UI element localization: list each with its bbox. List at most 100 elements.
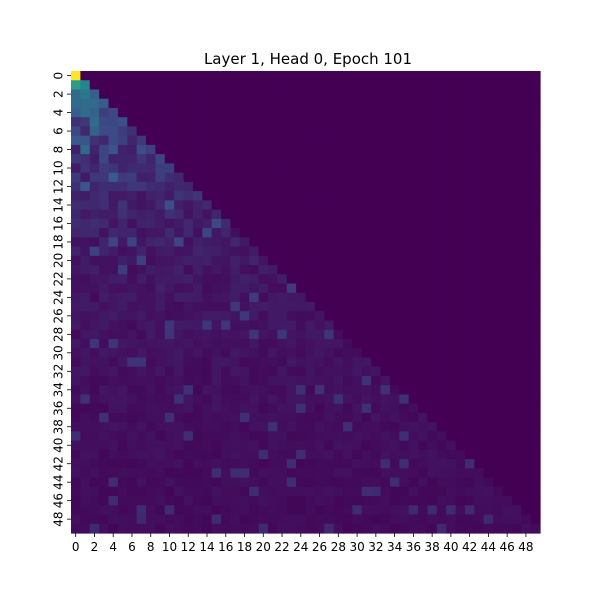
heatmap-cell bbox=[202, 302, 213, 312]
heatmap-cell bbox=[164, 394, 175, 405]
heatmap-cell bbox=[183, 459, 194, 469]
heatmap-cell bbox=[192, 320, 203, 331]
heatmap-cell bbox=[267, 80, 278, 91]
heatmap-cell bbox=[446, 505, 457, 516]
heatmap-cell bbox=[380, 144, 391, 155]
heatmap-cell bbox=[296, 468, 307, 479]
heatmap-cell bbox=[183, 117, 194, 128]
heatmap-cell bbox=[80, 255, 91, 266]
heatmap-cell bbox=[296, 89, 307, 100]
heatmap-cell bbox=[408, 255, 419, 266]
heatmap-cell bbox=[493, 477, 504, 488]
heatmap-cell bbox=[502, 126, 513, 137]
heatmap-cell bbox=[267, 71, 278, 81]
heatmap-cell bbox=[108, 348, 119, 359]
heatmap-cell bbox=[230, 385, 241, 395]
heatmap-cell bbox=[117, 154, 128, 164]
heatmap-cell bbox=[399, 329, 410, 340]
heatmap-cell bbox=[286, 514, 297, 525]
heatmap-cell bbox=[455, 228, 466, 238]
heatmap-cell bbox=[502, 209, 513, 220]
heatmap-cell bbox=[305, 144, 316, 155]
heatmap-cell bbox=[80, 468, 91, 479]
heatmap-cell bbox=[314, 440, 325, 451]
heatmap-cell bbox=[155, 265, 166, 275]
heatmap-cell bbox=[521, 283, 532, 294]
heatmap-cell bbox=[455, 107, 466, 118]
heatmap-cell bbox=[511, 486, 522, 497]
heatmap-cell bbox=[530, 505, 541, 516]
heatmap-cell bbox=[202, 283, 213, 294]
heatmap-cell bbox=[89, 486, 100, 497]
heatmap-cell bbox=[99, 80, 110, 91]
heatmap-cell bbox=[436, 440, 447, 451]
heatmap-cell bbox=[211, 311, 222, 322]
heatmap-cell bbox=[483, 357, 494, 368]
heatmap-cell bbox=[136, 320, 147, 331]
heatmap-cell bbox=[155, 172, 166, 183]
heatmap-cell bbox=[305, 338, 316, 349]
heatmap-cell bbox=[136, 126, 147, 137]
heatmap-cell bbox=[192, 468, 203, 479]
heatmap-cell bbox=[474, 496, 485, 506]
heatmap-cell bbox=[464, 468, 475, 479]
heatmap-cell bbox=[418, 449, 429, 460]
heatmap-cell bbox=[399, 274, 410, 285]
heatmap-cell bbox=[352, 181, 363, 192]
heatmap-cell bbox=[155, 218, 166, 229]
heatmap-cell bbox=[155, 514, 166, 525]
heatmap-cell bbox=[333, 403, 344, 414]
y-tick-label: 30 bbox=[52, 345, 66, 360]
heatmap-cell bbox=[530, 135, 541, 146]
heatmap-cell bbox=[493, 412, 504, 423]
heatmap-cell bbox=[117, 135, 128, 146]
heatmap-cell bbox=[249, 329, 260, 340]
heatmap-cell bbox=[371, 255, 382, 266]
heatmap-cell bbox=[427, 431, 438, 442]
heatmap-cell bbox=[155, 191, 166, 201]
heatmap-cell bbox=[446, 200, 457, 211]
heatmap-cell bbox=[221, 496, 232, 506]
heatmap-cell bbox=[230, 172, 241, 183]
heatmap-cell bbox=[493, 181, 504, 192]
x-tick-label: 40 bbox=[443, 540, 458, 554]
heatmap-cell bbox=[530, 274, 541, 285]
heatmap-cell bbox=[211, 135, 222, 146]
heatmap-cell bbox=[249, 191, 260, 201]
heatmap-cell bbox=[371, 246, 382, 257]
heatmap-cell bbox=[296, 357, 307, 368]
heatmap-cell bbox=[146, 274, 157, 285]
heatmap-cell bbox=[314, 338, 325, 349]
heatmap-cell bbox=[380, 449, 391, 460]
heatmap-cell bbox=[296, 274, 307, 285]
heatmap-cell bbox=[343, 98, 353, 109]
heatmap-cell bbox=[343, 338, 353, 349]
heatmap-cell bbox=[239, 375, 250, 386]
heatmap-cell bbox=[530, 431, 541, 442]
heatmap-cell bbox=[371, 329, 382, 340]
heatmap-cell bbox=[446, 283, 457, 294]
heatmap-cell bbox=[89, 357, 100, 368]
heatmap-cell bbox=[267, 449, 278, 460]
heatmap-cell bbox=[71, 459, 81, 469]
heatmap-cell bbox=[117, 172, 128, 183]
heatmap-cell bbox=[455, 246, 466, 257]
heatmap-cell bbox=[399, 431, 410, 442]
heatmap-cell bbox=[314, 126, 325, 137]
heatmap-cell bbox=[80, 394, 91, 405]
heatmap-cell bbox=[399, 98, 410, 109]
heatmap-cell bbox=[164, 246, 175, 257]
heatmap-cell bbox=[427, 181, 438, 192]
heatmap-cell bbox=[436, 403, 447, 414]
heatmap-cell bbox=[239, 209, 250, 220]
heatmap-cell bbox=[371, 412, 382, 423]
heatmap-cell bbox=[89, 71, 100, 81]
heatmap-cell bbox=[155, 385, 166, 395]
heatmap-cell bbox=[164, 172, 175, 183]
heatmap-cell bbox=[71, 431, 81, 442]
heatmap-cell bbox=[164, 459, 175, 469]
heatmap-cell bbox=[343, 329, 353, 340]
heatmap-cell bbox=[267, 237, 278, 248]
heatmap-cell bbox=[71, 117, 81, 128]
heatmap-cell bbox=[511, 505, 522, 516]
